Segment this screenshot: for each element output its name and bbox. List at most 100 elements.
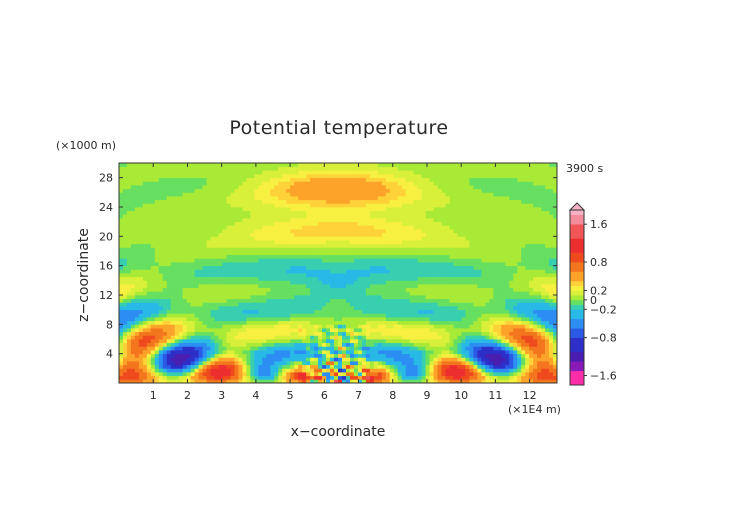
field-cell <box>369 218 375 223</box>
field-cell <box>433 339 438 344</box>
field-cell <box>178 258 184 263</box>
field-cell <box>397 353 403 358</box>
field-cell <box>210 251 215 256</box>
field-cell <box>138 225 144 230</box>
field-cell <box>210 240 215 245</box>
field-cell <box>262 364 267 369</box>
field-cell <box>150 280 156 285</box>
field-cell <box>258 258 263 263</box>
field-cell <box>334 353 339 358</box>
field-cell <box>154 346 160 351</box>
field-cell <box>150 353 156 358</box>
field-cell <box>385 229 391 234</box>
field-cell <box>433 313 438 318</box>
field-cell <box>437 372 442 377</box>
field-cell <box>338 328 343 333</box>
field-cell <box>433 174 438 179</box>
field-cell <box>318 199 323 204</box>
field-cell <box>425 328 430 333</box>
field-cell <box>353 342 359 347</box>
field-cell <box>206 262 211 267</box>
field-cell <box>357 185 363 190</box>
field-cell <box>242 199 247 204</box>
field-cell <box>433 306 438 311</box>
field-cell <box>397 170 403 175</box>
field-cell <box>270 372 275 377</box>
field-cell <box>190 375 196 380</box>
field-cell <box>174 254 180 259</box>
field-cell <box>373 185 379 190</box>
field-cell <box>194 218 200 223</box>
y-unit-label: (×1000 m) <box>56 139 116 152</box>
field-cell <box>294 218 299 223</box>
field-cell <box>326 357 331 362</box>
field-cell <box>341 262 347 267</box>
field-cell <box>210 214 215 219</box>
field-cell <box>429 218 434 223</box>
field-cell <box>306 214 311 219</box>
field-cell <box>186 258 192 263</box>
field-cell <box>373 291 379 296</box>
field-cell <box>449 335 454 340</box>
field-cell <box>373 372 379 377</box>
field-cell <box>202 265 207 270</box>
field-cell <box>286 291 291 296</box>
field-cell <box>397 210 403 215</box>
field-cell <box>286 236 291 241</box>
field-cell <box>134 280 140 285</box>
field-cell <box>294 320 299 325</box>
field-cell <box>138 265 144 270</box>
field-cell <box>377 170 383 175</box>
field-cell <box>361 174 367 179</box>
field-cell <box>162 350 168 355</box>
field-cell <box>397 364 403 369</box>
field-cell <box>409 269 415 274</box>
field-cell <box>242 240 247 245</box>
field-cell <box>377 221 383 226</box>
field-cell <box>401 324 407 329</box>
field-cell <box>409 313 415 318</box>
field-cell <box>166 210 172 215</box>
field-cell <box>413 342 419 347</box>
field-cell <box>405 353 411 358</box>
field-cell <box>441 174 446 179</box>
field-cell <box>405 291 411 296</box>
field-cell <box>330 361 335 366</box>
field-cell <box>186 339 192 344</box>
field-cell <box>146 331 152 336</box>
field-cell <box>302 240 307 245</box>
field-cell <box>174 185 180 190</box>
field-cell <box>274 240 279 245</box>
field-cell <box>154 170 160 175</box>
field-cell <box>385 258 391 263</box>
field-cell <box>182 313 188 318</box>
field-cell <box>258 287 263 292</box>
field-cell <box>119 287 124 292</box>
field-cell <box>174 335 180 340</box>
field-cell <box>349 276 355 281</box>
field-cell <box>445 346 450 351</box>
field-cell <box>130 254 136 259</box>
field-cell <box>409 298 415 303</box>
field-cell <box>393 379 399 384</box>
field-cell <box>425 317 430 322</box>
field-cell <box>330 346 335 351</box>
field-cell <box>126 317 132 322</box>
field-cell <box>318 240 323 245</box>
field-cell <box>417 372 423 377</box>
field-cell <box>134 265 140 270</box>
field-cell <box>393 350 399 355</box>
field-cell <box>242 342 247 347</box>
field-cell <box>393 174 399 179</box>
field-cell <box>214 196 219 201</box>
field-cell <box>222 280 227 285</box>
field-cell <box>425 273 430 278</box>
field-cell <box>158 368 164 373</box>
field-cell <box>294 192 299 197</box>
field-cell <box>154 361 160 366</box>
field-cell <box>246 196 251 201</box>
field-cell <box>210 302 215 307</box>
field-cell <box>441 225 446 230</box>
field-cell <box>214 375 219 380</box>
field-cell <box>322 375 327 380</box>
